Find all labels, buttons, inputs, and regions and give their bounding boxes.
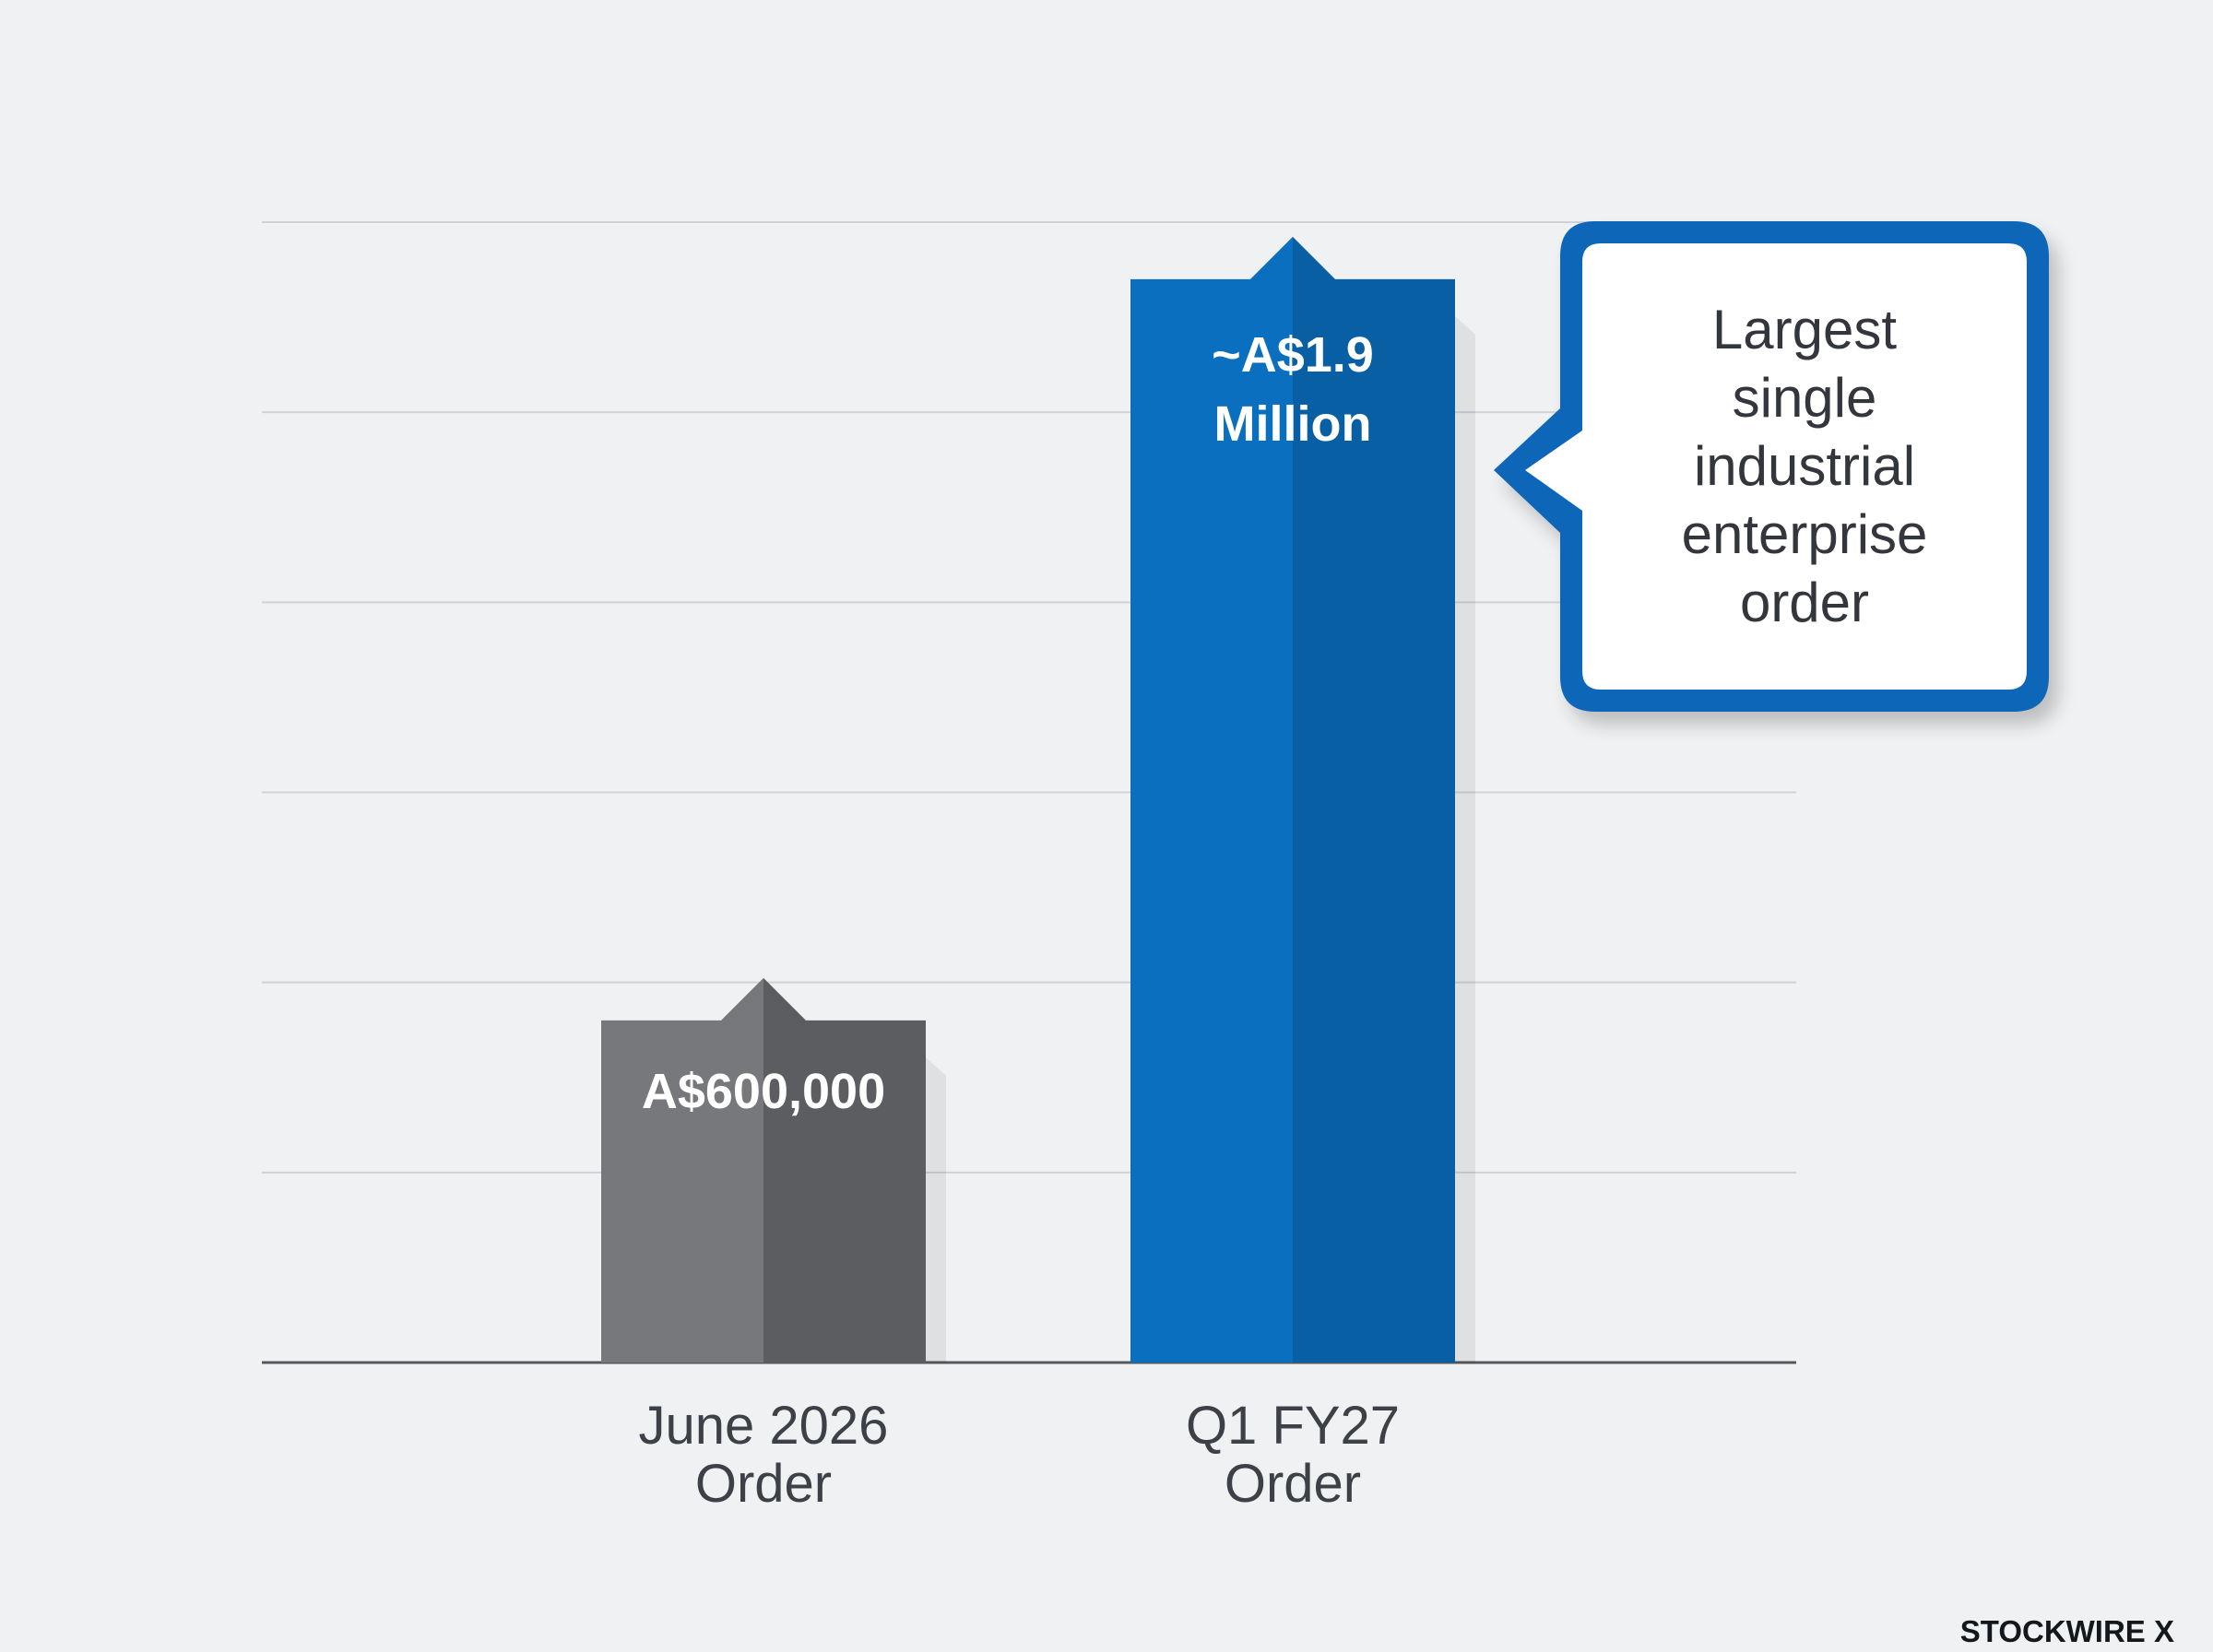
bars	[601, 236, 1475, 1363]
bar-face-right	[1293, 236, 1455, 1363]
category-label: June 2026 Order	[639, 1396, 889, 1514]
annotation-text: Largest single industrial enterprise order	[1682, 299, 1928, 633]
gridlines	[262, 221, 1796, 1364]
brand-logo: STOCKWIRE X	[1960, 1614, 2174, 1648]
category-label: Q1 FY27 Order	[1186, 1396, 1400, 1514]
bar-face-right	[763, 977, 926, 1363]
bar-value-label: A$600,000	[642, 1064, 885, 1119]
bar-shadow	[1455, 315, 1475, 1363]
bar-face-left	[601, 977, 763, 1363]
bar-shadow	[926, 1056, 946, 1363]
bar-2	[1130, 236, 1475, 1363]
annotation-callout: Largest single industrial enterprise order	[1494, 221, 2049, 712]
bar-value-label: ~A$1.9 Million	[1212, 327, 1374, 452]
bar-1	[601, 977, 946, 1363]
bar-face-left	[1130, 236, 1293, 1363]
labels: A$600,000 June 2026 Order ~A$1.9 Million Q1 F…	[639, 327, 1401, 1514]
callout-fill	[1525, 243, 2027, 690]
